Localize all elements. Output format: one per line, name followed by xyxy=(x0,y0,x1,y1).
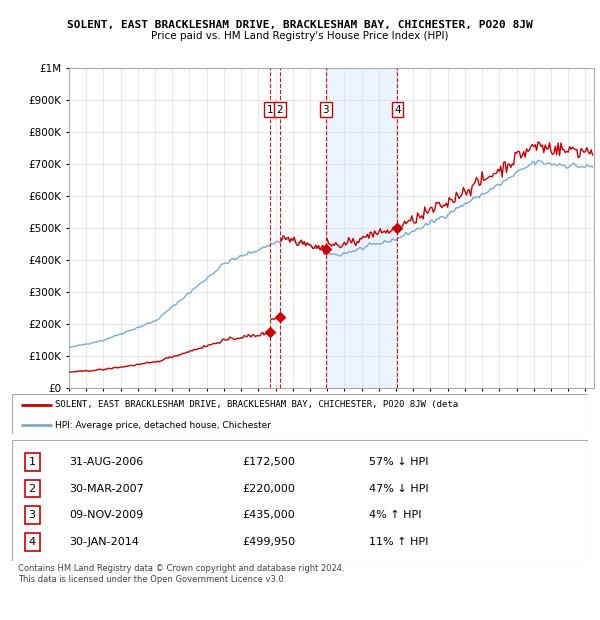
Text: 57% ↓ HPI: 57% ↓ HPI xyxy=(369,457,428,467)
Text: Contains HM Land Registry data © Crown copyright and database right 2024.
This d: Contains HM Land Registry data © Crown c… xyxy=(18,564,344,583)
Text: 30-MAR-2007: 30-MAR-2007 xyxy=(70,484,145,494)
Text: 31-AUG-2006: 31-AUG-2006 xyxy=(70,457,144,467)
Text: £435,000: £435,000 xyxy=(242,510,295,520)
Text: 1: 1 xyxy=(266,105,273,115)
Point xyxy=(321,244,331,254)
Text: 2: 2 xyxy=(29,484,36,494)
Text: 4% ↑ HPI: 4% ↑ HPI xyxy=(369,510,422,520)
Text: 3: 3 xyxy=(322,105,329,115)
Text: HPI: Average price, detached house, Chichester: HPI: Average price, detached house, Chic… xyxy=(55,420,271,430)
Text: 47% ↓ HPI: 47% ↓ HPI xyxy=(369,484,429,494)
Text: 30-JAN-2014: 30-JAN-2014 xyxy=(70,537,139,547)
Bar xyxy=(326,68,397,388)
Text: 2: 2 xyxy=(277,105,283,115)
Text: £172,500: £172,500 xyxy=(242,457,295,467)
Text: Price paid vs. HM Land Registry's House Price Index (HPI): Price paid vs. HM Land Registry's House … xyxy=(151,31,449,41)
Text: 11% ↑ HPI: 11% ↑ HPI xyxy=(369,537,428,547)
Point xyxy=(392,223,402,233)
Text: 3: 3 xyxy=(29,510,35,520)
Text: 4: 4 xyxy=(29,537,36,547)
Text: £220,000: £220,000 xyxy=(242,484,295,494)
Text: SOLENT, EAST BRACKLESHAM DRIVE, BRACKLESHAM BAY, CHICHESTER, PO20 8JW (deta: SOLENT, EAST BRACKLESHAM DRIVE, BRACKLES… xyxy=(55,401,458,409)
Point xyxy=(275,312,284,322)
Text: £499,950: £499,950 xyxy=(242,537,296,547)
Text: 1: 1 xyxy=(29,457,35,467)
Point xyxy=(265,327,275,337)
Text: 4: 4 xyxy=(394,105,401,115)
Text: 09-NOV-2009: 09-NOV-2009 xyxy=(70,510,144,520)
Text: SOLENT, EAST BRACKLESHAM DRIVE, BRACKLESHAM BAY, CHICHESTER, PO20 8JW: SOLENT, EAST BRACKLESHAM DRIVE, BRACKLES… xyxy=(67,20,533,30)
